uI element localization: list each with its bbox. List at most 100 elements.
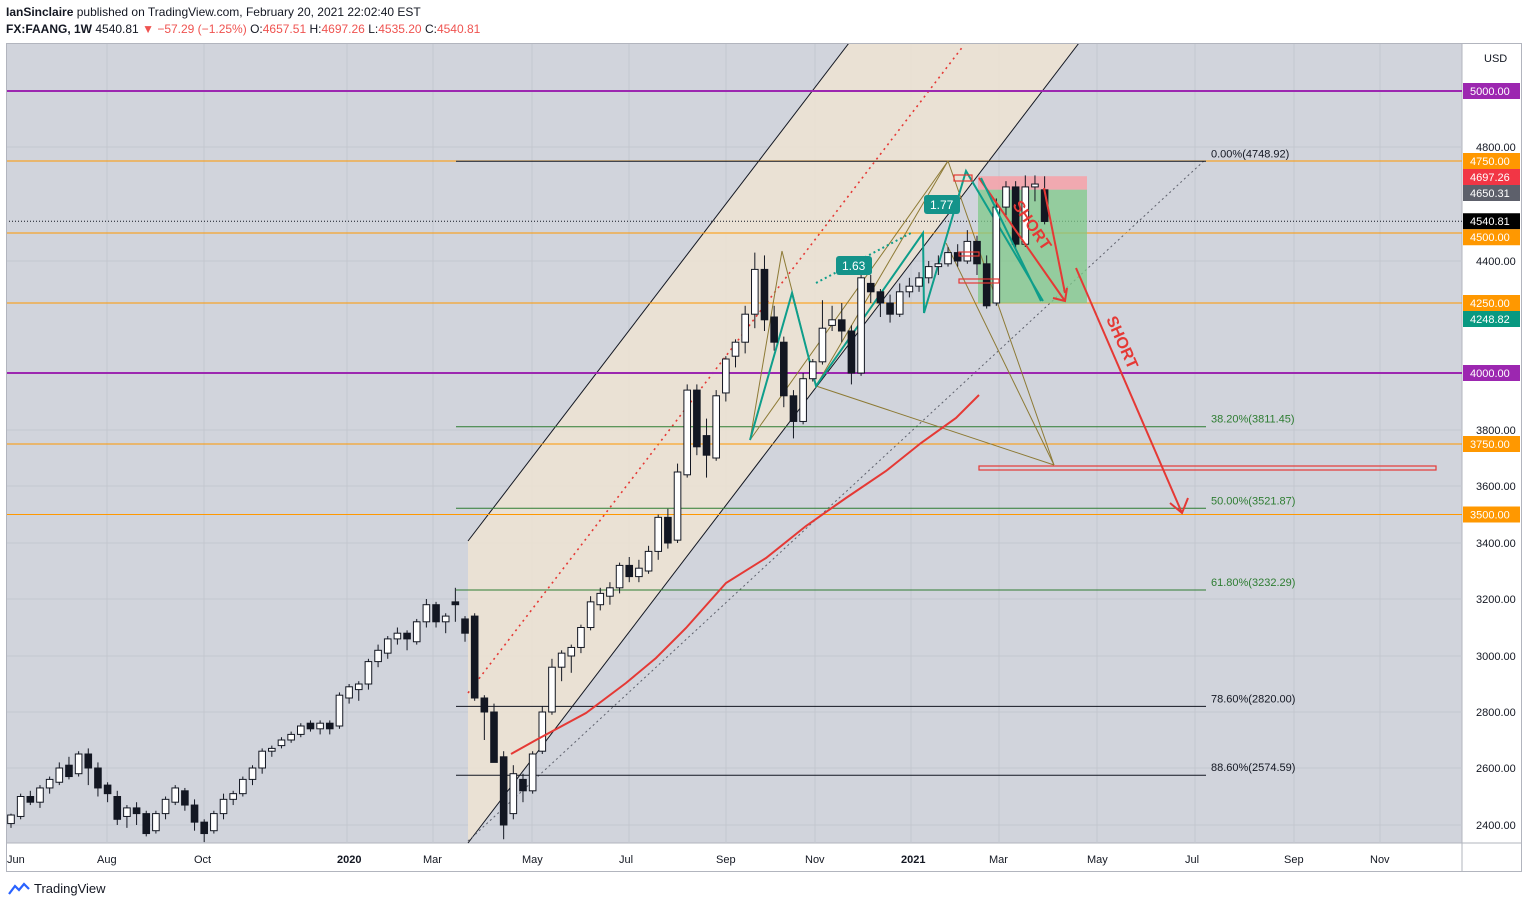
close-label: C: bbox=[424, 22, 437, 36]
candle-body bbox=[760, 268, 769, 321]
candle-body bbox=[306, 722, 315, 730]
candle-body bbox=[335, 694, 344, 727]
low-value: 4535.20 bbox=[378, 22, 422, 36]
candle-body bbox=[702, 435, 711, 456]
candle-body bbox=[944, 252, 952, 265]
x-axis-tick-label: Sep bbox=[1284, 854, 1304, 866]
fib-level-label: 88.60%(2574.59) bbox=[1211, 762, 1295, 774]
candle-body bbox=[1011, 186, 1020, 245]
symbol-name: FX:FAANG, 1W bbox=[6, 22, 92, 36]
y-axis-tick-label: 3600.00 bbox=[1476, 481, 1516, 493]
candle-body bbox=[557, 652, 566, 668]
candle-body bbox=[470, 615, 479, 699]
candle-body bbox=[866, 282, 875, 293]
fib-level-label: 78.60%(2820.00) bbox=[1211, 693, 1295, 705]
high-value: 4697.26 bbox=[321, 22, 365, 36]
down-arrow-icon: ▼ bbox=[142, 22, 154, 36]
candle-body bbox=[287, 733, 295, 741]
fib-level-label: 61.80%(3232.29) bbox=[1211, 577, 1295, 589]
brand-name: TradingView bbox=[34, 881, 106, 896]
price-axis-label-box bbox=[1463, 213, 1520, 230]
target-marker bbox=[978, 465, 1437, 471]
candle-body bbox=[113, 796, 122, 820]
stop-loss-zone bbox=[978, 176, 1087, 190]
footer: TradingView bbox=[8, 881, 106, 896]
candle-body bbox=[567, 646, 576, 657]
teal-pattern-line bbox=[749, 168, 1044, 441]
candle-body bbox=[789, 395, 798, 422]
symbol-info: FX:FAANG, 1W 4540.81 ▼ −57.29 (−1.25%) O… bbox=[6, 22, 480, 36]
candle-body bbox=[770, 316, 778, 343]
open-value: 4657.51 bbox=[262, 22, 307, 36]
candle-body bbox=[258, 750, 266, 769]
candle-body bbox=[818, 327, 827, 363]
chart-frame bbox=[6, 43, 1522, 872]
price-axis-label: 4750.00 bbox=[1470, 156, 1510, 168]
candle-body bbox=[982, 263, 991, 307]
candle-body bbox=[316, 722, 324, 730]
candle-body bbox=[374, 649, 382, 663]
price-chart[interactable]: 0.00%(4748.92) 38.20%(3811.45) 50.00%(3521… bbox=[6, 43, 1522, 872]
candle-body bbox=[693, 389, 701, 448]
candle-body bbox=[132, 807, 141, 815]
price-axis-label: 4540.81 bbox=[1470, 216, 1510, 228]
x-axis-tick-label: Nov bbox=[1370, 854, 1390, 866]
short-arrow-line bbox=[978, 177, 1066, 302]
fib-level-label: 50.00%(3521.87) bbox=[1211, 495, 1295, 507]
x-axis-tick-label: Sep bbox=[716, 854, 736, 866]
candle-body bbox=[847, 330, 856, 374]
candle-body bbox=[354, 683, 363, 691]
price-axis-label: 4650.31 bbox=[1470, 188, 1510, 200]
candle-body bbox=[461, 618, 469, 634]
candle-body bbox=[722, 358, 730, 394]
x-axis-tick-label: Oct bbox=[194, 854, 211, 866]
candle-body bbox=[403, 632, 411, 640]
candle-body bbox=[509, 773, 518, 815]
price-axis-label-box bbox=[1463, 365, 1520, 381]
candle-body bbox=[345, 686, 353, 699]
price-axis-label-box bbox=[1463, 169, 1520, 185]
candle-body bbox=[297, 725, 305, 735]
candle-body bbox=[181, 790, 189, 806]
candle-body bbox=[963, 240, 972, 262]
candle-body bbox=[84, 753, 93, 769]
x-axis-tick-label: Mar bbox=[423, 854, 442, 866]
harmonic-pattern-line bbox=[947, 160, 1055, 466]
ratio-badge-label: 1.77 bbox=[930, 198, 954, 212]
high-label: H: bbox=[309, 22, 322, 36]
candle-body bbox=[1002, 186, 1010, 208]
short-arrowhead bbox=[1052, 287, 1068, 303]
price-axis-label: 5000.00 bbox=[1470, 86, 1510, 98]
y-axis-tick-label: 3000.00 bbox=[1476, 651, 1516, 663]
ratio-badge bbox=[836, 256, 872, 275]
price-axis-label-box bbox=[1463, 311, 1520, 327]
channel-lower-line bbox=[467, 43, 1080, 844]
candle-body bbox=[538, 711, 547, 752]
candle-body bbox=[142, 813, 151, 835]
fib-level-label: 38.20%(3811.45) bbox=[1211, 414, 1295, 426]
open-label: O: bbox=[250, 22, 263, 36]
candle-body bbox=[422, 604, 431, 623]
candle-body bbox=[673, 471, 682, 541]
candle-body bbox=[992, 206, 1001, 304]
candle-body bbox=[248, 767, 257, 780]
candle-body bbox=[625, 564, 634, 578]
moving-average-line bbox=[510, 394, 980, 755]
price-axis-label: 4248.82 bbox=[1470, 314, 1510, 326]
target-marker bbox=[953, 174, 973, 182]
candle-body bbox=[325, 722, 334, 730]
price-axis-label: 4250.00 bbox=[1470, 298, 1510, 310]
x-axis-tick-label: 2020 bbox=[337, 854, 361, 866]
candle-body bbox=[74, 753, 83, 775]
price-axis-label: 4500.00 bbox=[1470, 232, 1510, 244]
candle-body bbox=[480, 697, 489, 713]
price-axis-label-box bbox=[1463, 185, 1520, 201]
candle-body bbox=[606, 587, 614, 597]
ratio-badge-label: 1.63 bbox=[842, 259, 866, 273]
low-label: L: bbox=[368, 22, 379, 36]
price-axis-label: 3750.00 bbox=[1470, 439, 1510, 451]
close-value: 4540.81 bbox=[436, 22, 481, 36]
target-marker bbox=[958, 251, 980, 257]
candle-body bbox=[239, 778, 247, 795]
candle-body bbox=[615, 564, 624, 589]
